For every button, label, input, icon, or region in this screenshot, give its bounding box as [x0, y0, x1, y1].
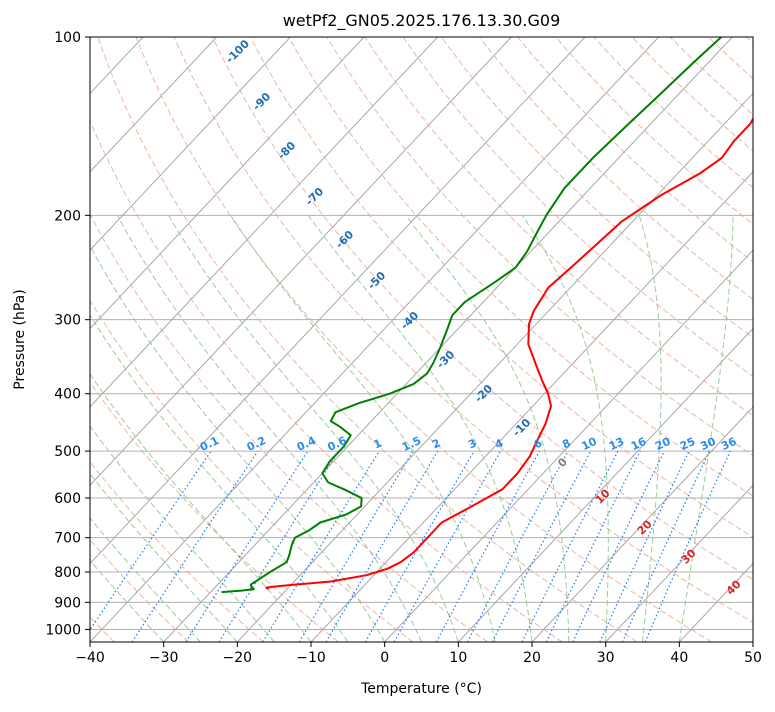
y-tick-label: 500: [54, 444, 81, 460]
x-tick-label: −40: [75, 650, 105, 666]
x-tick-label: −30: [149, 650, 179, 666]
x-tick-label: 50: [744, 650, 762, 666]
x-tick-label: 10: [449, 650, 467, 666]
x-tick-label: 0: [380, 650, 389, 666]
x-tick-label: 30: [597, 650, 615, 666]
y-tick-label: 400: [54, 387, 81, 403]
x-tick-label: 40: [670, 650, 688, 666]
x-tick-label: −20: [223, 650, 253, 666]
y-tick-label: 1000: [45, 622, 81, 638]
y-tick-label: 700: [54, 531, 81, 547]
chart-title: wetPf2_GN05.2025.176.13.30.G09: [283, 11, 561, 31]
x-tick-label: −10: [296, 650, 326, 666]
y-tick-label: 600: [54, 491, 81, 507]
x-axis-title: Temperature (°C): [360, 681, 482, 697]
x-tick-label: 20: [523, 650, 541, 666]
y-tick-label: 800: [54, 565, 81, 581]
y-tick-label: 900: [54, 595, 81, 611]
y-tick-label: 100: [54, 30, 81, 46]
y-axis-title: Pressure (hPa): [12, 289, 28, 389]
y-tick-label: 200: [54, 208, 81, 224]
y-tick-label: 300: [54, 313, 81, 329]
